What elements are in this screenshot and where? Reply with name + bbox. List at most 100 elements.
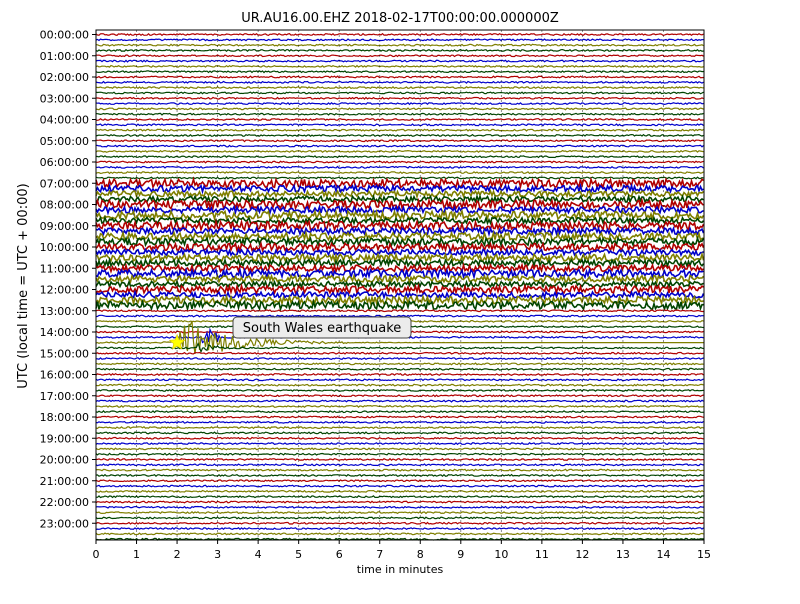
y-tick-label: 14:00:00 [40, 326, 89, 339]
event-star-marker [168, 333, 186, 350]
trace-line [95, 362, 704, 366]
x-tick-label: 12 [575, 548, 589, 561]
trace-line [95, 165, 704, 169]
trace-line [95, 193, 704, 205]
trace-line [95, 521, 704, 525]
trace-line [96, 139, 704, 143]
trace-line [95, 378, 704, 382]
trace-line [95, 160, 704, 164]
trace-line [95, 293, 704, 307]
trace-line [95, 48, 704, 53]
trace-line [95, 176, 704, 190]
trace-line [95, 484, 704, 488]
trace-line [95, 526, 704, 531]
x-tick-label: 11 [535, 548, 549, 561]
trace-line [95, 133, 704, 137]
y-tick-label: 07:00:00 [40, 177, 89, 190]
x-ticks: 0 1 2 3 4 5 6 7 8 9 10 11 12 13 14 15 [93, 540, 711, 561]
trace-line [95, 511, 704, 515]
trace-line [95, 394, 704, 398]
y-tick-label: 18:00:00 [40, 411, 89, 424]
trace-line [95, 112, 704, 116]
x-tick-label: 0 [93, 548, 100, 561]
trace-line [95, 38, 704, 42]
trace-line [95, 247, 704, 258]
y-tick-label: 13:00:00 [40, 305, 89, 318]
trace-line [95, 171, 704, 175]
trace-line [95, 500, 704, 504]
trace-line [95, 266, 704, 281]
trace-line [95, 441, 704, 446]
trace-line [95, 351, 704, 355]
trace-line [95, 298, 704, 313]
y-tick-label: 05:00:00 [40, 135, 89, 148]
trace-line [95, 229, 704, 243]
y-tick-label: 23:00:00 [40, 517, 89, 530]
y-tick-label: 02:00:00 [40, 71, 89, 84]
trace-line [95, 489, 704, 493]
x-tick-label: 1 [133, 548, 140, 561]
trace-line [95, 43, 704, 47]
trace-line [95, 128, 704, 132]
trace-line [95, 516, 704, 520]
x-tick-label: 9 [457, 548, 464, 561]
trace-line [95, 80, 704, 84]
trace-line [95, 383, 704, 387]
trace-line [95, 149, 704, 153]
trace-line [95, 388, 704, 393]
y-tick-label: 19:00:00 [40, 432, 89, 445]
x-tick-label: 14 [656, 548, 670, 561]
trace-line [95, 54, 704, 58]
trace-line [95, 463, 704, 467]
x-axis-label: time in minutes [357, 563, 444, 576]
y-tick-label: 22:00:00 [40, 496, 89, 509]
trace-line [95, 410, 704, 414]
x-tick-label: 8 [417, 548, 424, 561]
trace-line [95, 532, 704, 536]
y-tick-label: 10:00:00 [40, 241, 89, 254]
x-tick-label: 2 [174, 548, 181, 561]
trace-line [95, 117, 704, 121]
trace-line [95, 426, 704, 430]
y-tick-label: 15:00:00 [40, 347, 89, 360]
trace-line [95, 155, 704, 159]
trace-line [95, 123, 704, 127]
x-tick-label: 13 [616, 548, 630, 561]
trace-line [95, 256, 705, 269]
trace-line [95, 203, 704, 216]
y-tick-label: 11:00:00 [40, 262, 89, 275]
x-tick-label: 5 [295, 548, 302, 561]
trace-line [95, 176, 704, 180]
y-tick-label: 00:00:00 [40, 29, 89, 42]
trace-line [95, 479, 704, 483]
trace-line [95, 85, 704, 90]
trace-line [95, 436, 704, 440]
y-tick-label: 12:00:00 [40, 284, 89, 297]
y-tick-label: 17:00:00 [40, 390, 89, 403]
trace-line [95, 59, 704, 63]
trace-line [95, 309, 704, 313]
trace-line [95, 188, 705, 200]
grid-lines [136, 30, 664, 540]
trace-line [95, 457, 704, 462]
y-tick-label: 08:00:00 [40, 199, 89, 212]
trace-line [95, 208, 705, 222]
trace-line [95, 404, 704, 409]
y-tick-label: 04:00:00 [40, 114, 89, 127]
trace-line [95, 107, 704, 111]
trace-line [95, 356, 704, 361]
trace-line [95, 314, 704, 318]
x-tick-label: 4 [255, 548, 262, 561]
y-tick-label: 20:00:00 [40, 454, 89, 467]
trace-line [95, 262, 705, 275]
x-tick-label: 3 [214, 548, 221, 561]
trace-line [95, 505, 704, 509]
trace-line [95, 225, 705, 238]
trace-line [95, 320, 704, 354]
y-tick-label: 06:00:00 [40, 156, 89, 169]
y-axis-label: UTC (local time = UTC + 00:00) [16, 183, 31, 388]
trace-line [95, 273, 705, 285]
seismic-traces [95, 32, 705, 541]
x-tick-label: 6 [336, 548, 343, 561]
